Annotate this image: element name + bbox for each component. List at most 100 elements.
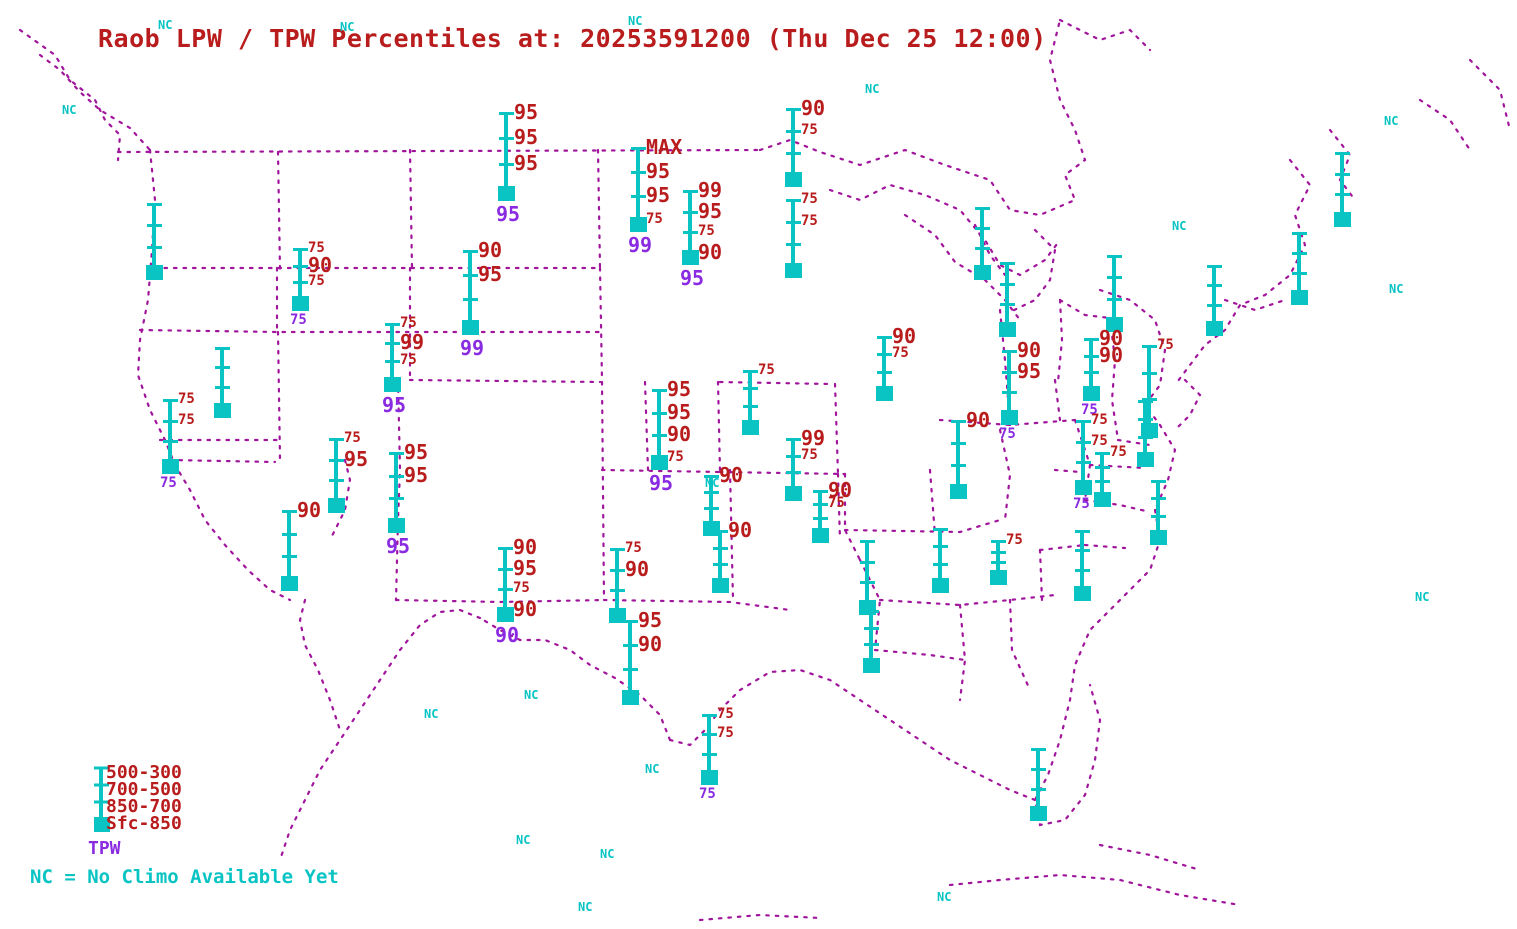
layer-percentile-label: 95 <box>646 183 671 207</box>
station-stem <box>468 250 472 322</box>
station-stem <box>1080 530 1084 588</box>
layer-tick <box>463 274 478 277</box>
layer-tick <box>975 247 990 250</box>
layer-percentile-label: 75 <box>178 412 195 428</box>
layer-tick <box>215 347 230 350</box>
layer-tick <box>702 714 717 717</box>
sfc-850-marker <box>497 607 514 622</box>
layer-tick <box>385 342 400 345</box>
layer-tick <box>1138 418 1153 421</box>
sfc-850-marker <box>292 296 309 311</box>
sfc-850-marker <box>950 484 967 499</box>
sfc-850-marker <box>1030 806 1047 821</box>
layer-tick <box>499 137 514 140</box>
layer-tick <box>1031 748 1046 751</box>
station-stem <box>1036 748 1040 808</box>
layer-tick <box>683 231 698 234</box>
layer-tick <box>1207 284 1222 287</box>
layer-tick <box>1031 768 1046 771</box>
sfc-850-marker <box>712 578 729 593</box>
layer-percentile-label: 90 <box>1017 338 1042 362</box>
layer-tick <box>864 627 879 630</box>
sfc-850-marker <box>1001 410 1018 425</box>
legend-row-850-700: 850-700 <box>106 796 182 817</box>
legend-row-500-300: 500-300 <box>106 762 182 783</box>
sfc-850-marker <box>990 570 1007 585</box>
legend-row-700-500: 700-500 <box>106 779 182 800</box>
station-stem <box>152 203 156 267</box>
layer-tick <box>631 195 646 198</box>
station-stem <box>220 347 224 405</box>
layer-tick <box>498 547 513 550</box>
layer-tick <box>498 588 513 591</box>
station-stem <box>865 540 869 602</box>
layer-tick <box>704 507 719 510</box>
no-climo-marker: NC <box>424 707 439 721</box>
layer-percentile-label: 75 <box>801 122 818 138</box>
layer-tick <box>652 412 667 415</box>
station-stem <box>334 438 338 500</box>
no-climo-marker: NC <box>524 688 539 702</box>
sfc-850-marker <box>1291 290 1308 305</box>
layer-tick <box>623 644 638 647</box>
station-stem <box>1143 400 1147 454</box>
sfc-850-marker <box>1334 212 1351 227</box>
layer-tick <box>652 389 667 392</box>
layer-tick <box>1335 152 1350 155</box>
layer-tick <box>1207 304 1222 307</box>
layer-percentile-label: 75 <box>625 540 642 556</box>
layer-percentile-label: 90 <box>1099 343 1124 367</box>
layer-tick <box>1000 283 1015 286</box>
sfc-850-marker <box>999 322 1016 337</box>
station-stem <box>882 336 886 388</box>
layer-tick <box>951 464 966 467</box>
no-climo-marker: NC <box>578 900 593 914</box>
layer-percentile-label: 90 <box>1099 326 1124 350</box>
legend-row-sfc-850: Sfc-850 <box>106 813 182 834</box>
layer-tick <box>864 610 879 613</box>
layer-tick <box>1076 420 1091 423</box>
layer-tick <box>389 497 404 500</box>
layer-tick <box>713 563 728 566</box>
layer-percentile-label: 90 <box>667 422 692 446</box>
layer-percentile-label: 90 <box>625 557 650 581</box>
station-stem <box>791 108 795 174</box>
layer-tick <box>683 190 698 193</box>
sfc-850-marker <box>328 498 345 513</box>
layer-tick <box>329 438 344 441</box>
layer-tick <box>282 533 297 536</box>
sfc-850-marker <box>932 578 949 593</box>
legend-stem-icon <box>94 766 110 832</box>
tpw-percentile-label: 75 <box>1081 402 1098 418</box>
layer-tick <box>713 547 728 550</box>
layer-tick <box>813 503 828 506</box>
layer-tick <box>1000 303 1015 306</box>
layer-percentile-label: 75 <box>698 223 715 239</box>
layer-percentile-label: 95 <box>404 463 429 487</box>
layer-percentile-label: 90 <box>638 632 663 656</box>
layer-tick <box>610 569 625 572</box>
tpw-percentile-label: 95 <box>649 471 674 495</box>
layer-tick <box>1335 193 1350 196</box>
station-stem <box>869 610 873 660</box>
layer-percentile-label: 75 <box>801 213 818 229</box>
station-stem <box>1297 232 1301 292</box>
sfc-850-marker <box>1094 492 1111 507</box>
layer-percentile-label: 95 <box>514 151 539 175</box>
layer-tick <box>702 753 717 756</box>
layer-tick <box>389 452 404 455</box>
layer-tick <box>1075 549 1090 552</box>
sfc-850-marker <box>609 608 626 623</box>
layer-tick <box>215 366 230 369</box>
station-stem <box>504 112 508 188</box>
station-stem <box>628 620 632 692</box>
layer-tick <box>786 199 801 202</box>
layer-tick <box>631 147 646 150</box>
layer-percentile-label: 95 <box>667 400 692 424</box>
layer-percentile-label: 75 <box>400 352 417 368</box>
layer-tick <box>293 281 308 284</box>
layer-tick <box>743 405 758 408</box>
no-climo-marker: NC <box>1172 219 1187 233</box>
sfc-850-marker <box>876 386 893 401</box>
